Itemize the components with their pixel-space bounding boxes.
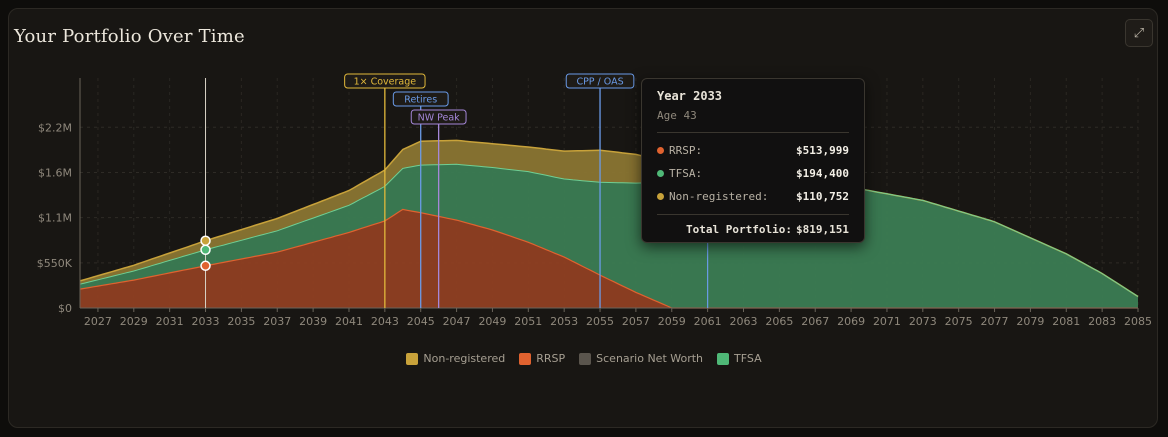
hover-tooltip: Year 2033 Age 43 RRSP: $513,999 TFSA: $1… (641, 78, 865, 243)
x-tick-label: 2035 (227, 315, 255, 328)
marker-label-box (410, 109, 467, 125)
legend-item-net-worth[interactable]: Scenario Net Worth (579, 352, 703, 365)
marker-label: NW Peak (418, 113, 461, 124)
y-tick-label: $1.6M (38, 166, 72, 179)
tooltip-label: RRSP: (669, 144, 703, 157)
tooltip-label: TFSA: (669, 167, 703, 180)
legend-label: TFSA (734, 352, 762, 365)
tooltip-total-value: $819,151 (796, 223, 849, 236)
tooltip-divider (657, 132, 849, 133)
legend-swatch (717, 352, 730, 365)
chart-title: Your Portfolio Over Time (14, 26, 245, 47)
x-tick-label: 2031 (156, 315, 184, 328)
tooltip-row-rrsp: RRSP: $513,999 (657, 139, 849, 162)
hover-point (200, 244, 211, 256)
tooltip-value: $513,999 (796, 144, 849, 157)
tfsa-dot-icon (657, 170, 664, 177)
nonreg-dot-icon (657, 193, 664, 200)
x-tick-label: 2069 (837, 315, 865, 328)
x-tick-label: 2057 (622, 315, 650, 328)
expand-button[interactable]: ⤢ (1125, 19, 1153, 47)
marker-label-box (392, 91, 449, 107)
tooltip-row-nonregistered: Non-registered: $110,752 (657, 185, 849, 208)
tooltip-total: Total Portfolio: $819,151 (657, 219, 849, 236)
legend-label: Non-registered (423, 352, 506, 365)
y-tick-label: $1.1M (38, 212, 72, 225)
x-tick-label: 2027 (84, 315, 112, 328)
tooltip-age: Age 43 (657, 109, 697, 122)
tooltip-value: $194,400 (796, 167, 849, 180)
x-tick-label: 2077 (981, 315, 1009, 328)
tooltip-total-label: Total Portfolio: (686, 223, 793, 236)
x-tick-label: 2071 (873, 315, 901, 328)
legend-item-tfsa[interactable]: TFSA (717, 352, 762, 365)
x-tick-label: 2059 (658, 315, 686, 328)
legend-label: Scenario Net Worth (596, 352, 704, 365)
tooltip-value: $110,752 (796, 190, 849, 203)
x-tick-label: 2055 (586, 315, 614, 328)
x-tick-label: 2061 (694, 315, 722, 328)
legend-item-nonregistered[interactable]: Non-registered (406, 352, 505, 365)
marker-label: Retires (404, 95, 437, 106)
x-tick-label: 2053 (550, 315, 578, 328)
marker-label: 1× Coverage (354, 77, 417, 88)
chart-legend: Non-registered RRSP Scenario Net Worth T… (0, 352, 1168, 365)
x-tick-label: 2039 (299, 315, 327, 328)
x-tick-label: 2079 (1016, 315, 1044, 328)
area-tfsa (80, 164, 1138, 308)
x-tick-label: 2051 (514, 315, 542, 328)
marker-label-box (565, 73, 635, 89)
x-tick-label: 2033 (192, 315, 220, 328)
tooltip-label: Non-registered: (669, 190, 769, 203)
x-tick-label: 2075 (945, 315, 973, 328)
x-tick-label: 2073 (909, 315, 937, 328)
x-tick-label: 2049 (478, 315, 506, 328)
legend-swatch (579, 352, 592, 365)
rrsp-dot-icon (657, 147, 664, 154)
legend-swatch (406, 352, 419, 365)
legend-item-rrsp[interactable]: RRSP (519, 352, 565, 365)
tooltip-year: Year 2033 (657, 89, 723, 103)
legend-swatch (519, 352, 532, 365)
hover-point (200, 235, 211, 246)
x-tick-label: 2067 (801, 315, 829, 328)
hover-point (200, 260, 211, 272)
x-tick-label: 2043 (371, 315, 399, 328)
x-tick-label: 2045 (407, 315, 435, 328)
x-tick-label: 2041 (335, 315, 363, 328)
line-tfsa (79, 163, 1139, 297)
y-tick-label: $2.2M (38, 121, 72, 134)
x-tick-label: 2063 (729, 315, 757, 328)
x-tick-label: 2065 (765, 315, 793, 328)
area-nonregistered (80, 140, 1138, 297)
x-tick-label: 2081 (1052, 315, 1080, 328)
y-tick-label: $550K (37, 257, 73, 270)
tooltip-row-tfsa: TFSA: $194,400 (657, 162, 849, 185)
marker-label-box (344, 73, 426, 89)
marker-label: CPP / OAS (576, 77, 623, 88)
x-tick-label: 2037 (263, 315, 291, 328)
x-tick-label: 2029 (120, 315, 148, 328)
expand-arrows-icon: ⤢ (1133, 25, 1145, 41)
y-tick-label: $0 (58, 302, 72, 315)
x-tick-label: 2085 (1124, 315, 1152, 328)
tooltip-divider (657, 214, 849, 215)
legend-label: RRSP (536, 352, 566, 365)
x-tick-label: 2047 (443, 315, 471, 328)
x-tick-label: 2083 (1088, 315, 1116, 328)
